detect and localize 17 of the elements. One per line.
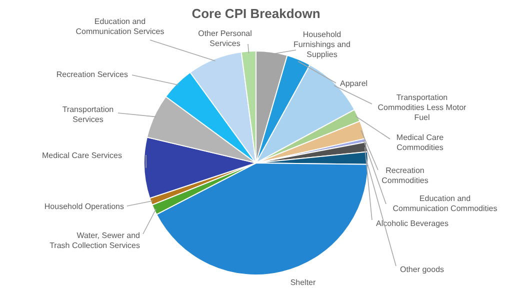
slice-label: Other Personal Services: [198, 29, 252, 48]
slice-label: Education and Communication Commodities: [392, 194, 498, 213]
slice-label: Alcoholic Beverages: [376, 219, 448, 228]
slice-label: Household Furnishings and Supplies: [294, 30, 350, 59]
slice-label: Apparel: [340, 79, 368, 88]
slice-label: Household Operations: [44, 202, 124, 211]
slice-label: Medical Care Commodities: [396, 133, 444, 152]
slice-label: Recreation Services: [56, 70, 128, 79]
slice-label: Shelter: [290, 278, 316, 287]
slice-label: Transportation Commodities Less Motor Fuel: [378, 93, 467, 122]
chart-title: Core CPI Breakdown: [192, 6, 320, 21]
slice-label: Other goods: [400, 265, 444, 274]
slice-label: Water, Sewer and Trash Collection Services: [50, 231, 140, 250]
slice-label: Medical Care Services: [42, 151, 122, 160]
slice-label: Recreation Commodities: [382, 166, 428, 185]
slice-label: Transportation Services: [62, 105, 114, 124]
slice-label: Education and Communication Services: [76, 17, 164, 36]
